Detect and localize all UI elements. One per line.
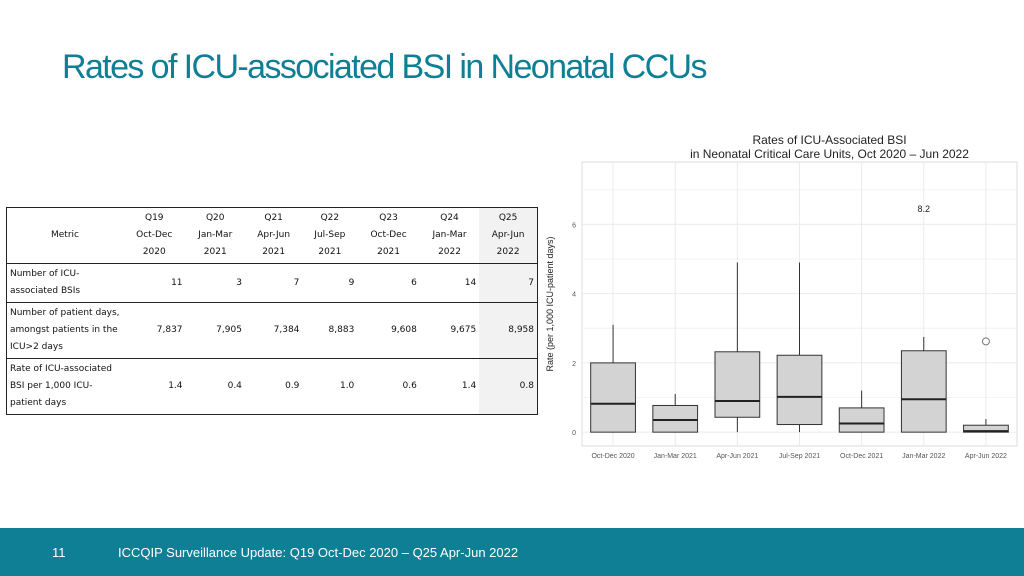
column-header-year: 2020 (142, 247, 166, 257)
table-header-row: Metric Q19 Oct-Dec 2020 Q20 Jan-Mar 2021 Q21 Ap… (6, 207, 538, 264)
column-header-period: Apr-Jun (491, 230, 525, 240)
column-header-period: Jan-Mar (432, 230, 467, 240)
column-header-q: Q25 (498, 213, 518, 223)
column-header-period: Oct-Dec (136, 230, 173, 240)
row-label: Rate of ICU-associated BSI per 1,000 ICU… (10, 364, 112, 408)
row-label: Number of ICU-associated BSIs (10, 269, 81, 296)
column-header-period: Jul-Sep (314, 230, 346, 240)
footer-text: ICCQIP Surveillance Update: Q19 Oct-Dec … (118, 545, 519, 560)
table-cell: 0.4 (227, 381, 242, 391)
x-tick-label: Jan-Mar 2021 (654, 453, 697, 460)
box-iqr (900, 350, 947, 433)
outlier-annotation: 8.2 (918, 204, 931, 214)
table-row: Number of patient days, amongst patients… (6, 302, 538, 359)
table-cell: 14 (464, 277, 477, 288)
column-header-q20: Q20 Jan-Mar 2021 (185, 207, 245, 264)
table-cell: 6 (411, 277, 417, 288)
x-tick-label: Jul-Sep 2021 (779, 453, 820, 460)
table-cell: 7 (293, 277, 300, 288)
column-header-q: Q20 (205, 213, 225, 223)
column-header-year: 2022 (496, 247, 520, 257)
y-tick-label: 2 (572, 361, 576, 368)
table-cell: 8,883 (328, 325, 355, 335)
rates-boxplot-chart: Rates of ICU-Associated BSI in Neonatal C… (540, 128, 1024, 470)
table-cell: 7,837 (156, 325, 183, 335)
column-header-period: Apr-Jun (257, 230, 291, 240)
table-row: Number of ICU-associated BSIs 11 3 7 9 6 14 7 (6, 263, 538, 303)
table-cell: 1.0 (339, 381, 355, 391)
table-cell: 7 (479, 263, 538, 303)
table-row: Rate of ICU-associated BSI per 1,000 ICU… (6, 358, 538, 415)
metric-column-header: Metric (6, 207, 123, 264)
box-iqr (652, 404, 699, 433)
box-iqr (838, 407, 885, 433)
table-cell: 1.4 (168, 381, 183, 391)
table-cell: 11 (171, 277, 183, 288)
column-header-period: Oct-Dec (370, 230, 407, 240)
table-cell: 7,905 (216, 325, 242, 335)
table-cell: 0.6 (402, 381, 417, 391)
column-header-q25: Q25 Apr-Jun 2022 (479, 207, 538, 264)
table-cell: 9 (348, 277, 355, 288)
table-body: Number of ICU-associated BSIs 11 3 7 9 6 14 7 Nu… (6, 263, 538, 415)
y-tick-label: 4 (572, 292, 576, 299)
table-cell: 9,608 (391, 325, 417, 335)
box-iqr (776, 354, 823, 426)
column-header-q24: Q24 Jan-Mar 2022 (419, 207, 480, 264)
column-header-year: 2021 (377, 247, 401, 257)
chart-subtitle: in Neonatal Critical Care Units, Oct 202… (690, 147, 969, 161)
column-header-year: 2021 (203, 247, 227, 257)
column-header-year: 2021 (318, 247, 342, 257)
column-header-q: Q21 (264, 213, 283, 223)
column-header-period: Jan-Mar (198, 230, 233, 240)
column-header-q: Q23 (379, 213, 398, 223)
table-cell: 7,384 (273, 325, 300, 335)
x-tick-label: Apr-Jun 2021 (716, 453, 758, 460)
column-header-year: 2021 (262, 247, 286, 257)
table-cell: 0.8 (479, 358, 538, 415)
outlier-point (981, 337, 990, 346)
table-cell: 8,958 (479, 302, 538, 359)
table-cell: 3 (236, 277, 242, 288)
column-header-q19: Q19 Oct-Dec 2020 (123, 207, 186, 264)
column-header-q: Q22 (320, 213, 340, 223)
column-header-q23: Q23 Oct-Dec 2021 (357, 207, 420, 264)
box-iqr (590, 362, 636, 433)
chart-title: Rates of ICU-Associated BSI (752, 133, 906, 147)
column-header-q: Q24 (440, 213, 459, 223)
column-header-year: 2022 (438, 247, 461, 257)
column-header-q22: Q22 Jul-Sep 2021 (302, 207, 358, 264)
x-tick-label: Apr-Jun 2022 (965, 453, 1007, 460)
table-cell: 1.4 (461, 381, 477, 391)
x-tick-label: Oct-Dec 2021 (840, 453, 883, 460)
y-tick-label: 6 (572, 222, 576, 229)
x-tick-label: Oct-Dec 2020 (591, 453, 634, 460)
y-tick-label: 0 (572, 430, 576, 437)
metrics-table: Metric Q19 Oct-Dec 2020 Q20 Jan-Mar 2021 Q21 Ap… (6, 207, 538, 415)
slide-title: Rates of ICU-associated BSI in Neonatal … (62, 48, 708, 86)
x-tick-label: Jan-Mar 2022 (902, 453, 945, 460)
table-cell: 9,675 (450, 325, 477, 335)
table-cell: 0.9 (285, 381, 300, 391)
page-number: 11 (52, 545, 66, 560)
column-header-q21: Q21 Apr-Jun 2021 (244, 207, 303, 264)
box-iqr (714, 351, 761, 418)
box-iqr (963, 424, 1009, 433)
y-axis-label: Rate (per 1,000 ICU-patient days) (545, 236, 555, 371)
footer-bar: 11 ICCQIP Surveillance Update: Q19 Oct-D… (0, 528, 1024, 576)
column-header-q: Q19 (144, 213, 164, 223)
row-label: Number of patient days, amongst patients… (10, 308, 120, 352)
